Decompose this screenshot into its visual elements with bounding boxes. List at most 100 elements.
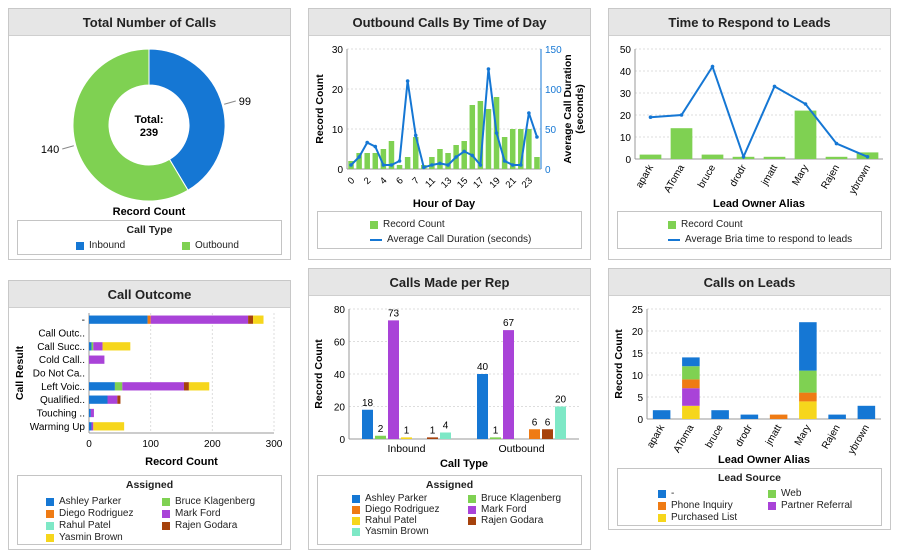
legend-item[interactable]: Yasmin Brown [46, 532, 123, 543]
bar-segment [652, 410, 671, 419]
swatch [768, 501, 776, 510]
bar-segment [93, 422, 125, 431]
legend-item[interactable]: Phone Inquiry [658, 500, 733, 511]
legend-item[interactable]: Rahul Patel [352, 515, 417, 526]
data-label: 1 [493, 425, 499, 436]
swatch [668, 238, 680, 241]
bar [477, 374, 488, 439]
legend-item[interactable]: Yasmin Brown [352, 526, 429, 537]
bar-record-count [356, 153, 362, 169]
pie-leader-line [224, 100, 236, 105]
data-label: 2 [378, 424, 384, 435]
legend-item-record-count[interactable]: Record Count [370, 219, 445, 230]
bar [503, 330, 514, 439]
line-point [527, 111, 531, 115]
total-calls-panel: Total Number of Calls 99 140 Total: 239 Reco… [8, 8, 291, 260]
legend-item[interactable]: Partner Referral [768, 500, 852, 511]
legend-item-inbound[interactable]: Inbound [76, 240, 125, 251]
legend-label: Diego Rodriguez [59, 508, 134, 519]
x-axis-title: Lead Owner Alias [718, 454, 810, 466]
y-tick-label: Touching .. [37, 409, 85, 420]
bar-segment [799, 370, 817, 393]
legend-item[interactable]: Bruce Klagenberg [162, 496, 255, 507]
swatch [352, 527, 360, 536]
legend-item[interactable]: Web [768, 488, 801, 499]
bar [401, 437, 412, 439]
legend-item[interactable]: Mark Ford [468, 504, 527, 515]
legend-item[interactable]: - [658, 488, 674, 499]
data-label: 40 [477, 362, 489, 373]
legend-item[interactable]: Ashley Parker [46, 496, 121, 507]
line-point [834, 141, 839, 146]
bar-segment [89, 395, 108, 404]
bar-record-count [509, 129, 516, 169]
y-tick-label: Call Outc.. [38, 329, 85, 340]
bar-record-count [794, 110, 817, 159]
line-point [446, 163, 450, 167]
x-tick-label: Inbound [388, 443, 426, 455]
swatch [370, 220, 378, 229]
legend-item-avg-duration[interactable]: Average Call Duration (seconds) [370, 234, 531, 245]
line-point [438, 161, 442, 166]
x-axis-title: Hour of Day [413, 198, 476, 210]
x-tick-label: apark [645, 422, 668, 450]
y-tick-label: 10 [332, 125, 344, 136]
line-point [486, 67, 491, 71]
legend-item[interactable]: Rajen Godara [468, 515, 543, 526]
bar-record-count [404, 157, 411, 169]
swatch [468, 494, 476, 503]
x-tick-label: 7 [410, 175, 422, 187]
y-tick-label: 15 [632, 349, 644, 360]
bar-segment [90, 408, 94, 418]
legend-label: Inbound [89, 240, 126, 251]
x-tick-label: jmatt [759, 163, 780, 188]
x-tick-label: 0 [86, 439, 92, 450]
x-tick-label: 21 [504, 175, 519, 190]
bar [555, 406, 566, 439]
donut-center-label: Total: [134, 114, 163, 126]
legend-item[interactable]: Diego Rodriguez [46, 508, 134, 519]
y-tick-label: 80 [334, 305, 346, 316]
swatch [352, 505, 360, 514]
bar-segment [91, 422, 94, 431]
y-tick-label: 30 [620, 89, 632, 100]
legend-item-outbound[interactable]: Outbound [182, 240, 239, 251]
legend-item-record-count[interactable]: Record Count [668, 219, 743, 230]
legend-item[interactable]: Rajen Godara [162, 520, 237, 531]
bar-record-count [534, 157, 540, 169]
legend-item-avg-response[interactable]: Average Bria time to respond to leads [668, 234, 852, 245]
bar-record-count [639, 154, 662, 159]
legend-label: Ashley Parker [59, 496, 122, 507]
line-point [470, 153, 475, 158]
legend-item[interactable]: Diego Rodriguez [352, 504, 440, 515]
bar-segment [682, 357, 700, 367]
y-tick-label: Cold Call.. [39, 355, 85, 366]
bar-segment [150, 315, 249, 324]
legend-item[interactable]: Rahul Patel [46, 520, 111, 531]
bar-record-count [380, 149, 387, 169]
bar-record-count [485, 109, 492, 169]
bar-segment [93, 342, 103, 351]
y-tick-label: 25 [632, 305, 644, 316]
swatch [46, 533, 54, 542]
legend-item[interactable]: Purchased List [658, 512, 737, 523]
x-tick-label: 200 [204, 439, 221, 450]
y-tick-label: 0 [339, 435, 345, 446]
legend-item[interactable]: Bruce Klagenberg [468, 493, 561, 504]
legend-label: Record Count [681, 219, 743, 230]
y-tick-label: 0 [637, 415, 643, 426]
line-point [803, 102, 808, 106]
y-tick-label: 20 [620, 111, 632, 122]
swatch [182, 241, 190, 250]
y2-tick-label: 50 [545, 125, 557, 136]
legend-item[interactable]: Mark Ford [162, 508, 221, 519]
x-tick-label: 23 [520, 175, 535, 190]
x-tick-label: 4 [378, 175, 390, 187]
bar-segment [147, 315, 151, 324]
legend-title: Assigned [425, 479, 474, 491]
legend-label: Average Bria time to respond to leads [685, 234, 853, 245]
line-point [494, 131, 499, 135]
bar-record-count [670, 128, 693, 159]
x-tick-label: 11 [423, 175, 438, 190]
legend-item[interactable]: Ashley Parker [352, 493, 427, 504]
